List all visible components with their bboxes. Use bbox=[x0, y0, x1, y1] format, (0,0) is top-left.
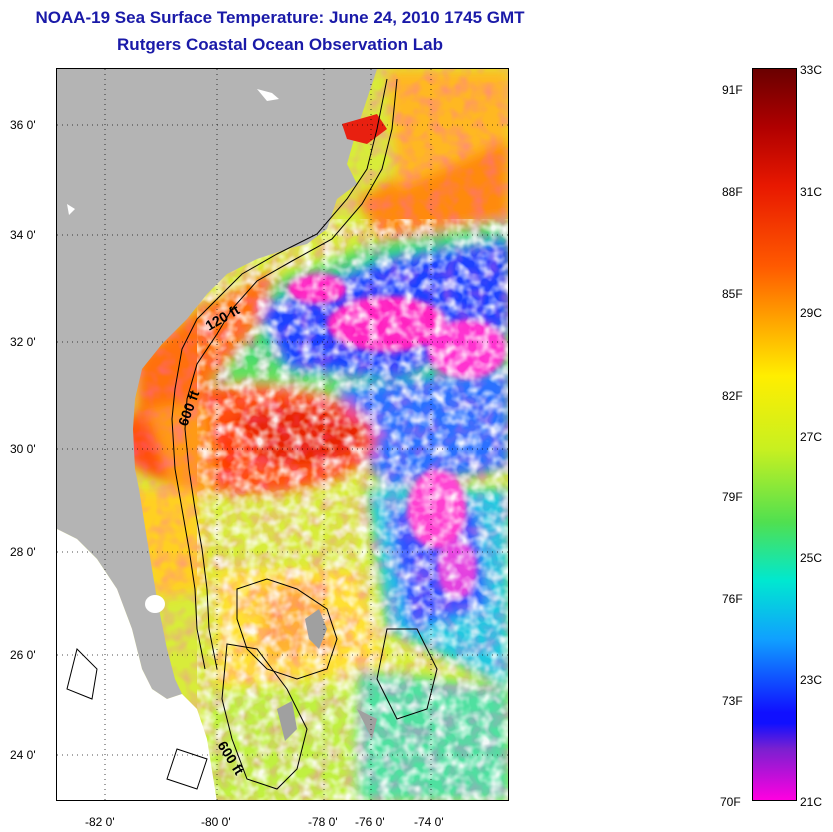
lat-label: 36 0' bbox=[10, 118, 36, 132]
colorbar-f-label: 73F bbox=[722, 694, 743, 708]
lon-label: -78 0' bbox=[308, 815, 338, 829]
lat-label: 24 0' bbox=[10, 748, 36, 762]
colorbar-c-label: 21C bbox=[800, 795, 823, 809]
colorbar-c-label: 33C bbox=[800, 63, 823, 77]
lat-label: 28 0' bbox=[10, 545, 36, 559]
colorbar-c-label: 31C bbox=[800, 185, 823, 199]
lon-label: -80 0' bbox=[201, 815, 231, 829]
map-title: NOAA-19 Sea Surface Temperature: June 24… bbox=[35, 8, 525, 27]
lon-label: -74 0' bbox=[414, 815, 444, 829]
lat-label: 26 0' bbox=[10, 648, 36, 662]
lon-label: -76 0' bbox=[355, 815, 385, 829]
colorbar-f-label: 82F bbox=[722, 389, 743, 403]
sst-map[interactable]: 120 ft 600 ft 600 ft bbox=[56, 68, 509, 801]
colorbar-f-label: 76F bbox=[722, 592, 743, 606]
lat-label: 30 0' bbox=[10, 442, 36, 456]
colorbar-f-label: 91F bbox=[722, 83, 743, 97]
colorbar-f-label: 85F bbox=[722, 287, 743, 301]
map-subtitle: Rutgers Coastal Ocean Observation Lab bbox=[117, 35, 443, 54]
sst-map-svg: 120 ft 600 ft 600 ft bbox=[57, 69, 508, 800]
colorbar-f-label: 70F bbox=[720, 795, 741, 809]
colorbar-c-label: 25C bbox=[800, 551, 823, 565]
colorbar-c-label: 27C bbox=[800, 430, 823, 444]
lat-label: 34 0' bbox=[10, 228, 36, 242]
temperature-colorbar bbox=[752, 68, 797, 801]
colorbar-f-label: 88F bbox=[722, 185, 743, 199]
colorbar-f-label: 79F bbox=[722, 490, 743, 504]
colorbar-c-label: 23C bbox=[800, 673, 823, 687]
lat-label: 32 0' bbox=[10, 335, 36, 349]
lon-label: -82 0' bbox=[85, 815, 115, 829]
colorbar-c-label: 29C bbox=[800, 306, 823, 320]
